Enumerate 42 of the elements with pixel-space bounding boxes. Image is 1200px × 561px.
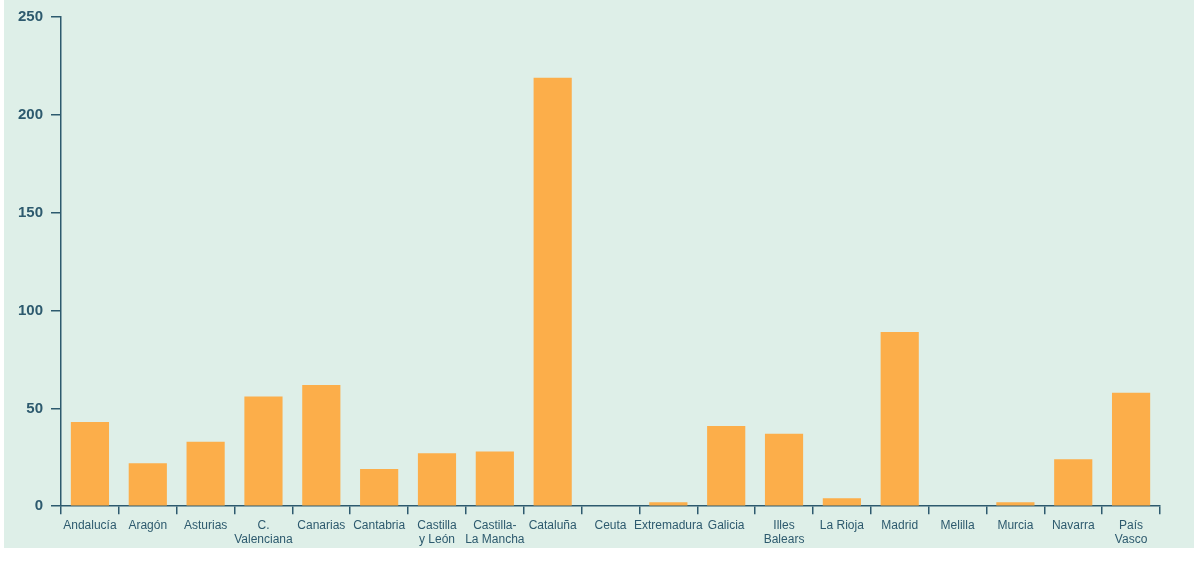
- x-tick-label: Galicia: [707, 517, 745, 532]
- bar: [707, 425, 746, 506]
- bar: [302, 384, 341, 506]
- y-tick-label: 100: [18, 300, 44, 318]
- x-tick-label: C. Valenciana: [234, 517, 294, 547]
- bar: [1111, 392, 1151, 506]
- bar: [533, 77, 572, 506]
- bar: [1054, 459, 1093, 506]
- x-tick-label: Ceuta: [594, 517, 627, 532]
- x-tick-label: Illes Balears: [763, 517, 805, 547]
- x-tick-label: País Vasco: [1114, 517, 1148, 547]
- bar: [70, 422, 110, 506]
- bar: [764, 433, 804, 506]
- bar: [360, 469, 399, 506]
- y-tick-label: 200: [18, 104, 44, 122]
- bar: [244, 396, 283, 506]
- x-tick-label: Navarra: [1051, 517, 1095, 532]
- y-tick-label: 150: [18, 202, 44, 220]
- y-tick-label: 50: [26, 398, 44, 416]
- x-tick-label: Cataluña: [528, 517, 578, 532]
- x-tick-label: Castilla- La Mancha: [465, 517, 525, 547]
- bar: [822, 498, 861, 506]
- x-tick-label: Asturias: [183, 517, 228, 532]
- x-tick-label: Canarias: [297, 517, 346, 532]
- y-tick-label: 0: [34, 496, 44, 514]
- x-tick-label: Aragón: [128, 517, 168, 532]
- x-tick-label: Melilla: [940, 517, 975, 532]
- x-tick-label: Murcia: [997, 517, 1034, 532]
- x-tick-label: La Rioja: [819, 517, 865, 532]
- bar: [880, 332, 919, 506]
- bar: [128, 463, 167, 506]
- bar: [475, 451, 514, 506]
- bar: [996, 502, 1035, 506]
- x-tick-label: Madrid: [881, 517, 919, 532]
- bar: [186, 441, 225, 506]
- x-tick-label: Extremadura: [634, 517, 704, 532]
- x-tick-label: Cantabria: [353, 517, 406, 532]
- x-tick-label: Andalucía: [63, 517, 117, 532]
- bar: [649, 502, 688, 506]
- bar: [417, 453, 457, 506]
- y-tick-label: 250: [18, 7, 44, 25]
- x-tick-label: Castilla y León: [417, 517, 457, 547]
